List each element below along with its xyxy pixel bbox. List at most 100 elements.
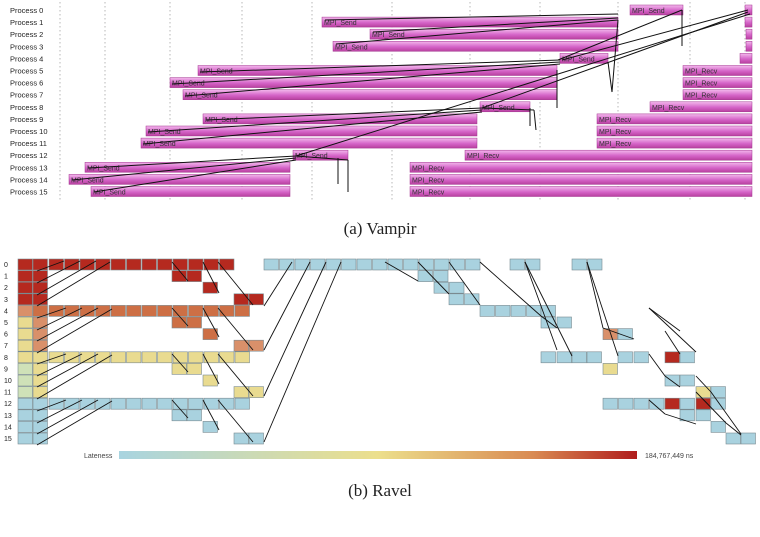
message-line [324,13,619,21]
message-line [202,399,220,431]
event-box [157,305,173,317]
message-line [648,399,666,415]
event-box [571,351,587,364]
event-box [234,397,250,410]
event-box [617,351,633,364]
event-box [186,316,202,329]
vampir-timeline: Process 0 Process 1 Process 2 Process 3 Proc… [10,2,753,200]
process-label: Process 5 [10,67,43,76]
recv-bar [682,65,753,76]
message-line [540,315,558,329]
message-line [36,400,113,446]
event-box [356,258,372,271]
event-box [17,432,33,445]
process-label: 5 [4,320,8,327]
message-line [36,261,111,307]
event-box [495,305,511,317]
message-line [71,157,297,181]
message-line [171,399,189,419]
process-label: 14 [4,424,12,431]
event-box [79,351,95,364]
event-box [695,386,711,398]
event-box [387,258,403,271]
message-line [171,261,189,282]
process-label: 10 [4,378,12,385]
message-line [664,375,681,388]
recv-bar [596,113,753,125]
message-line [695,375,712,393]
event-box [202,328,218,340]
function-label: MPI_Recv [412,177,445,184]
message-line [524,261,573,357]
message-line [202,307,220,338]
event-box [649,397,665,410]
message-line [648,307,681,332]
event-box [664,397,680,410]
event-box [586,351,602,364]
message-line [93,159,297,193]
event-box [188,305,204,317]
process-label: Process 2 [10,30,43,39]
event-box [540,316,556,329]
event-box [32,363,48,375]
message-line [87,155,297,169]
event-box [294,258,310,271]
message-line [36,260,65,272]
message-line [263,261,342,443]
event-box [679,374,695,387]
message-line [664,413,697,425]
event-box [372,258,388,271]
event-box [17,386,33,398]
event-box [695,409,711,422]
send-bar [744,4,753,16]
event-box [126,305,142,317]
event-box [188,397,204,410]
event-box [32,258,48,271]
function-label: MPI_Recv [467,153,500,160]
event-box [186,270,202,282]
message-line [217,399,254,443]
event-box [710,386,726,398]
function-label: MPI_Send [143,141,176,148]
event-box [17,397,33,410]
message-line [147,109,483,133]
function-label: MPI_Send [372,32,405,39]
event-box [602,363,618,375]
event-box [48,397,64,410]
message-line [561,9,749,61]
process-label: 12 [4,401,12,408]
message-line [36,353,83,377]
event-box [617,328,633,340]
event-box [17,270,33,282]
send-bar [68,174,291,185]
send-bar [745,41,753,52]
event-box [556,351,572,364]
message-line [586,261,604,329]
process-label: 11 [4,390,11,397]
event-box [679,351,695,364]
function-label: MPI_Recv [652,105,685,112]
event-box [95,305,111,317]
event-box [479,305,495,317]
event-box [48,305,64,317]
message-line [171,61,561,85]
send-bar [745,28,753,40]
message-line [36,308,113,354]
message-line [524,261,558,351]
send-bar [332,41,619,52]
event-box [679,397,695,410]
event-box [248,386,264,398]
function-label: MPI_Send [200,69,233,76]
function-label: MPI_Send [172,81,205,88]
legend-max-value: 184,767,449 ns [645,453,694,460]
message-line [295,13,751,157]
event-box [248,293,264,306]
recv-bar [596,125,753,137]
event-box [17,421,33,433]
message-line [36,399,83,424]
process-label: Process 0 [10,6,43,15]
event-box [32,270,48,282]
message-line [205,107,483,121]
message-line [607,61,613,93]
